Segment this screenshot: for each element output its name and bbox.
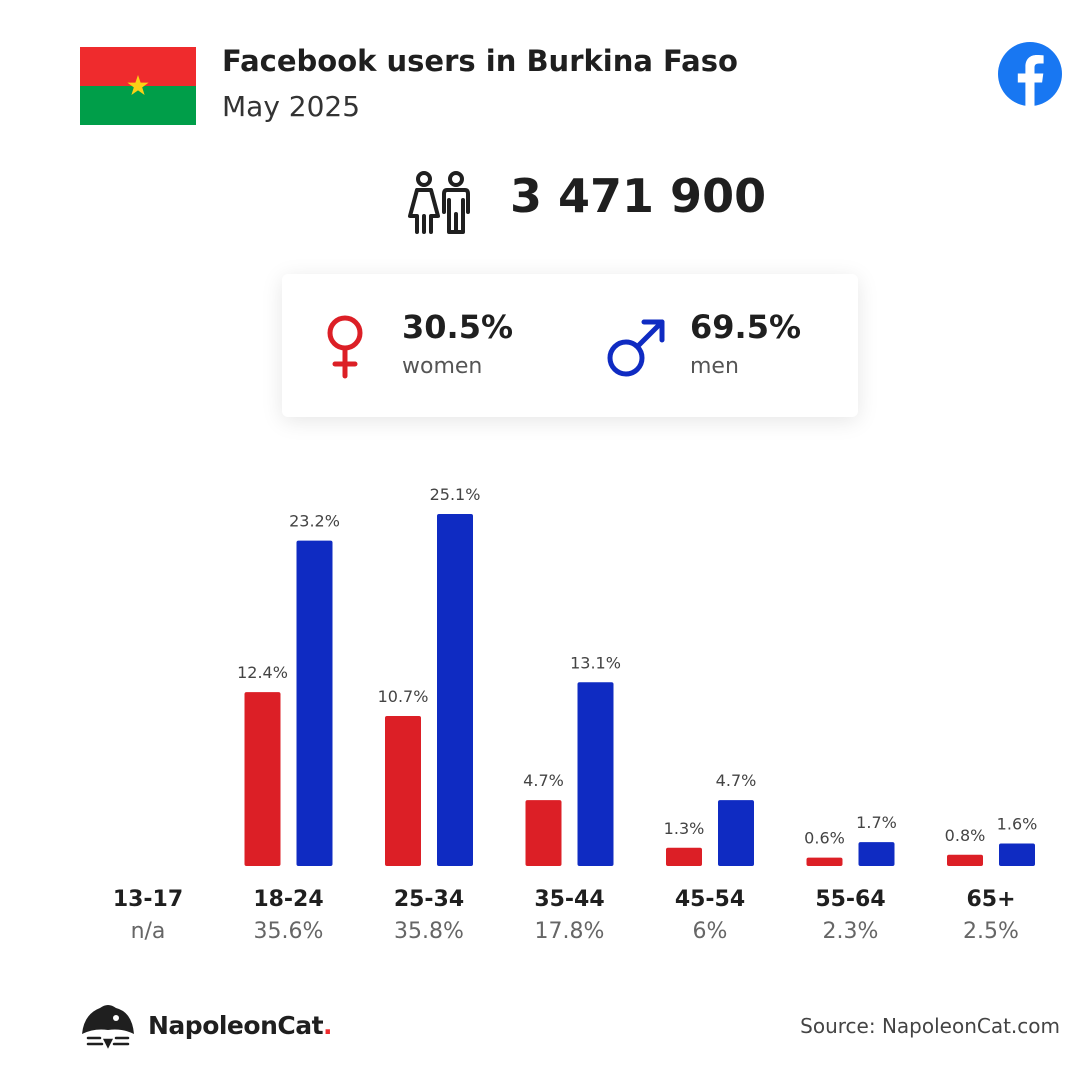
bar-men-18-24 (296, 540, 333, 866)
age-group-label-55-64: 55-64 (815, 887, 885, 912)
bar-men-55-64 (858, 842, 895, 866)
source-text: Source: NapoleonCat.com (800, 1014, 1060, 1038)
bar-women-55-64 (806, 857, 843, 866)
bar-women-25-34 (385, 715, 421, 866)
bar-label-men-45-54: 4.7% (716, 771, 757, 790)
male-symbol-icon (607, 319, 665, 377)
age-group-total-65+: 2.5% (963, 919, 1019, 944)
age-group-label-45-54: 45-54 (675, 887, 745, 912)
bar-men-35-44 (577, 682, 614, 866)
age-group-label-13-17: 13-17 (113, 887, 183, 912)
facebook-logo-icon (998, 42, 1062, 106)
age-group-total-18-24: 35.6% (254, 919, 324, 944)
women-label: women (402, 354, 483, 379)
brand-text: NapoleonCat (148, 1011, 324, 1040)
bar-label-women-18-24: 12.4% (237, 663, 288, 682)
brand-name: NapoleonCat. (148, 1011, 333, 1040)
bar-label-men-25-34: 25.1% (430, 485, 481, 504)
bar-label-men-65+: 1.6% (997, 815, 1038, 834)
bar-women-65+ (947, 854, 983, 866)
bar-men-45-54 (718, 800, 754, 866)
bar-label-women-65+: 0.8% (945, 826, 986, 845)
bar-label-men-18-24: 23.2% (289, 512, 340, 531)
bar-label-women-35-44: 4.7% (523, 771, 564, 790)
bar-women-18-24 (244, 692, 281, 866)
burkina-faso-flag-icon (80, 47, 196, 125)
age-group-total-45-54: 6% (693, 919, 728, 944)
bar-men-25-34 (437, 514, 473, 866)
page-subtitle: May 2025 (222, 90, 361, 123)
bar-label-women-45-54: 1.3% (664, 819, 705, 838)
age-group-total-35-44: 17.8% (535, 919, 605, 944)
age-gender-bar-chart: 13-17 n/a 12.4% 23.2% 18-24 35.6% 10.7% 25.1% 25… (113, 485, 1038, 944)
napoleoncat-logo-icon (82, 1005, 134, 1049)
bar-label-men-35-44: 13.1% (570, 653, 621, 672)
age-group-total-25-34: 35.8% (394, 919, 464, 944)
total-users: 3 471 900 (510, 169, 767, 223)
bar-label-women-25-34: 10.7% (378, 687, 429, 706)
female-symbol-icon (327, 315, 363, 379)
page-title: Facebook users in Burkina Faso (222, 44, 738, 78)
age-group-total-13-17: n/a (131, 919, 166, 944)
age-group-label-18-24: 18-24 (253, 887, 323, 912)
women-percentage: 30.5% (402, 308, 514, 346)
age-group-total-55-64: 2.3% (823, 919, 879, 944)
age-group-label-65+: 65+ (966, 887, 1015, 912)
age-group-label-35-44: 35-44 (534, 887, 604, 912)
gender-breakdown-card: 30.5% women 69.5% men (282, 274, 858, 417)
men-label: men (690, 354, 739, 379)
people-icon (408, 171, 470, 234)
bar-women-45-54 (666, 847, 702, 866)
bar-label-women-55-64: 0.6% (804, 829, 845, 848)
men-percentage: 69.5% (690, 308, 802, 346)
age-group-label-25-34: 25-34 (394, 887, 464, 912)
bar-men-65+ (999, 843, 1035, 866)
bar-women-35-44 (525, 800, 562, 866)
brand-dot: . (323, 1011, 333, 1040)
bar-label-men-55-64: 1.7% (856, 813, 897, 832)
